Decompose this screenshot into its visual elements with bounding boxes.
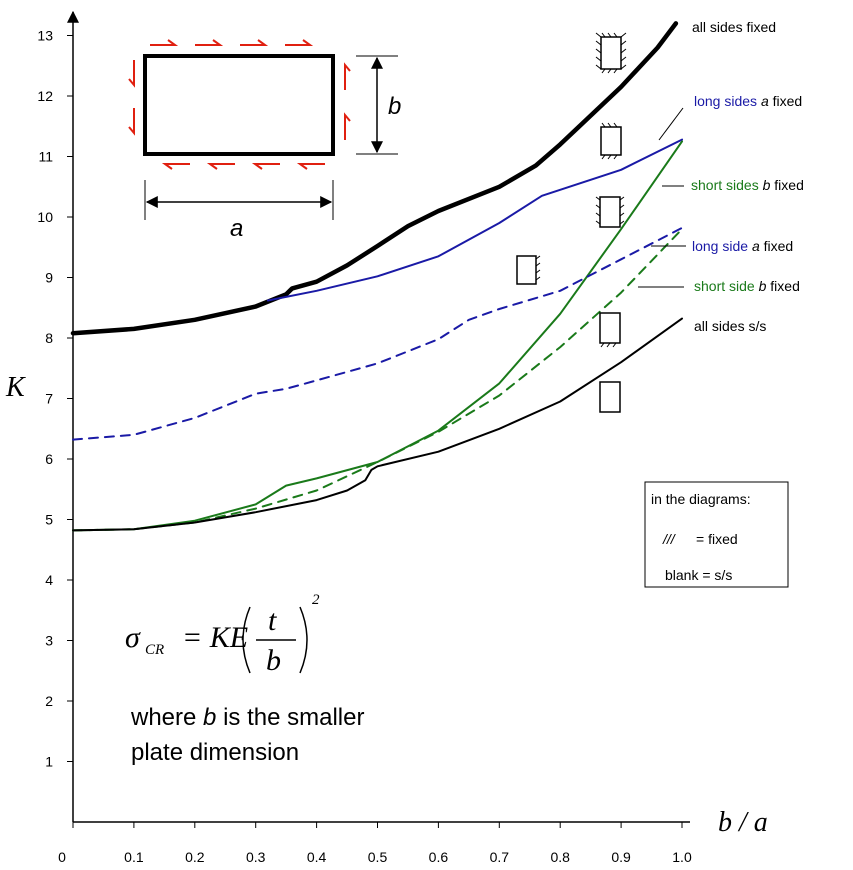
note-part: where <box>130 704 203 731</box>
y-tick-label: 10 <box>37 209 53 225</box>
x-tick-label: 1.0 <box>672 849 692 865</box>
y-tick-label: 5 <box>45 512 53 528</box>
x-axis-title: b / a <box>718 807 768 838</box>
x-tick-label: 0.2 <box>185 849 205 865</box>
plate-diagram-short-side-fixed-icon <box>599 312 621 348</box>
plate-diagram-all-fixed-icon <box>595 32 627 74</box>
note-line-1: where b is the smaller <box>130 704 364 731</box>
label-leaders <box>638 107 686 288</box>
series-line-long-sides-a-fixed <box>266 138 683 302</box>
label-part: fixed <box>770 177 803 193</box>
x-tick-label: 0.3 <box>246 849 266 865</box>
label-part: fixed <box>760 238 793 254</box>
y-tick-label: 7 <box>45 391 53 407</box>
label-part: fixed <box>769 93 802 109</box>
x-tick-label: 0.8 <box>550 849 570 865</box>
y-tick-label: 4 <box>45 572 53 588</box>
formula-sigma: σ <box>125 621 141 654</box>
label-part: short side <box>694 278 759 294</box>
legend-fixed-symbol: /// <box>662 531 677 547</box>
leader-long-sides-fixed <box>658 107 684 141</box>
label-part-italic: a <box>752 238 760 254</box>
y-tick-label: 8 <box>45 330 53 346</box>
dim-b-label: b <box>388 93 401 120</box>
plate-diagram-long-sides-fixed-icon <box>600 122 622 160</box>
formula-rhs: = KE <box>182 621 248 654</box>
note-part-italic: b <box>203 704 216 731</box>
diagram-legend: in the diagrams: /// = fixed blank = s/s <box>644 481 789 588</box>
y-tick-label: 13 <box>37 28 53 44</box>
x-tick-label: 0.7 <box>490 849 510 865</box>
legend-blank-text: blank = s/s <box>665 567 732 583</box>
series-line-long-side-a-fixed <box>72 226 683 441</box>
series-line-all-sides-s-s <box>72 317 683 532</box>
y-tick-label: 6 <box>45 451 53 467</box>
formula-subscript: CR <box>145 642 164 658</box>
x-tick-label: 0.1 <box>124 849 144 865</box>
series-layer <box>70 21 683 532</box>
plate-outline <box>143 54 335 156</box>
series-line-all-sides-fixed <box>70 21 679 336</box>
x-tick-label: 0.6 <box>429 849 449 865</box>
y-tick-label: 1 <box>45 754 53 770</box>
label-short-sides-b-fixed: short sides b fixed <box>691 177 804 193</box>
critical-stress-formula: σ CR = KE t b 2 <box>125 592 320 677</box>
y-tick-label: 12 <box>37 88 53 104</box>
formula-right-paren <box>299 606 308 674</box>
legend-title: in the diagrams: <box>651 491 751 507</box>
note-part: is the smaller <box>216 704 364 731</box>
note-line-2: plate dimension <box>131 739 299 766</box>
loaded-plate-inset: b a <box>128 39 401 242</box>
label-part: long sides <box>694 93 761 109</box>
plate-diagram-short-sides-fixed-icon <box>595 196 625 228</box>
formula-denominator: b <box>266 644 281 677</box>
dim-a-label: a <box>230 215 243 242</box>
formula-power: 2 <box>312 592 320 608</box>
label-long-side-a-fixed: long side a fixed <box>692 238 793 254</box>
label-short-side-b-fixed: short side b fixed <box>694 278 800 294</box>
label-part-italic: b <box>759 278 767 294</box>
label-long-sides-a-fixed: long sides a fixed <box>694 93 802 109</box>
y-tick-label: 3 <box>45 633 53 649</box>
y-tick-label: 11 <box>38 149 53 165</box>
x-tick-label: 0 <box>58 849 66 865</box>
formula-numerator: t <box>268 604 277 637</box>
label-part: fixed <box>766 278 799 294</box>
label-part-italic: a <box>761 93 769 109</box>
x-tick-label: 0.4 <box>307 849 327 865</box>
legend-frame <box>644 481 789 588</box>
shear-arrows-icon <box>128 39 351 170</box>
plate-diagram-long-side-fixed-icon <box>516 255 541 285</box>
y-axis-title: K <box>5 372 26 403</box>
y-tick-label: 9 <box>45 270 53 286</box>
x-tick-label: 0.5 <box>368 849 388 865</box>
label-part: long side <box>692 238 752 254</box>
x-tick-label: 0.9 <box>611 849 631 865</box>
label-part: short sides <box>691 177 763 193</box>
label-all-sides-ss: all sides s/s <box>694 318 766 334</box>
legend-fixed-text: = fixed <box>696 531 738 547</box>
y-tick-label: 2 <box>45 693 53 709</box>
series-line-short-sides-b-fixed <box>72 140 683 532</box>
formula-left-paren <box>242 606 251 674</box>
x-axis-ticks: 0 0.1 0.2 0.3 0.4 0.5 0.6 0.7 0.8 0.9 1.0 <box>58 822 692 865</box>
plate-diagram-simply-supported-icon <box>599 381 621 413</box>
label-part-italic: b <box>763 177 771 193</box>
label-all-sides-fixed: all sides fixed <box>692 19 776 35</box>
